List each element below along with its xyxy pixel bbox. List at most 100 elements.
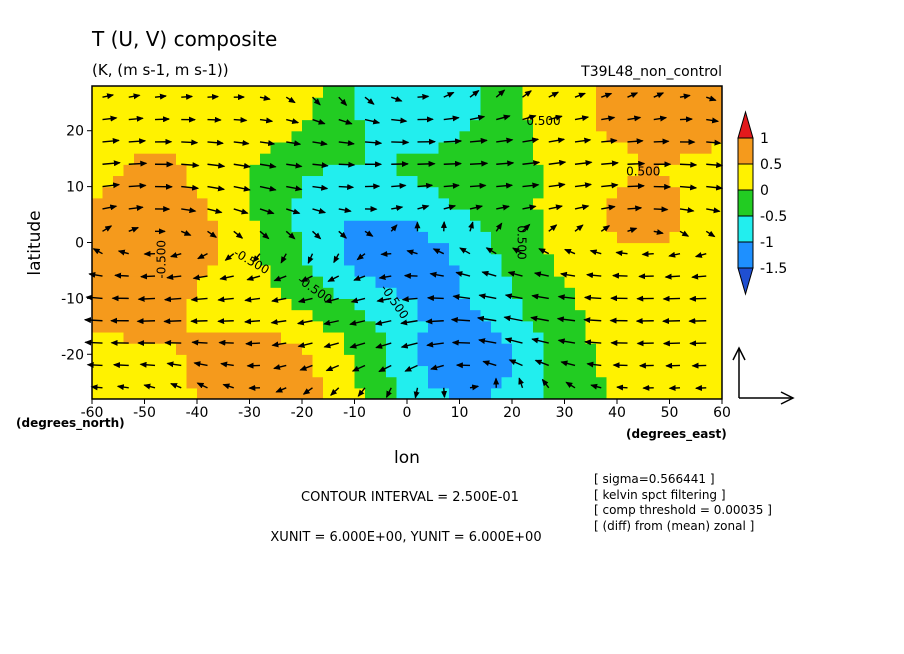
- field-cell: [249, 287, 261, 299]
- field-cell: [302, 331, 314, 344]
- field-cell: [449, 130, 461, 143]
- field-cell: [428, 231, 440, 244]
- wind-arrow: [243, 318, 261, 325]
- field-cell: [470, 298, 482, 311]
- field-cell: [470, 197, 482, 210]
- field-cell: [375, 197, 387, 210]
- field-cell: [312, 119, 324, 132]
- field-cell: [470, 220, 482, 232]
- field-cell: [564, 186, 576, 199]
- field-cell: [533, 287, 545, 299]
- field-cell: [428, 153, 440, 165]
- field-cell: [270, 253, 282, 266]
- field-cell: [407, 119, 419, 132]
- field-cell: [491, 320, 503, 333]
- field-cell: [407, 287, 419, 299]
- wind-arrow: [706, 184, 724, 191]
- field-cell: [680, 86, 692, 98]
- field-cell: [207, 86, 219, 98]
- wind-arrow: [207, 208, 223, 214]
- field-cell: [417, 197, 429, 210]
- field-cell: [344, 86, 356, 98]
- field-cell: [617, 387, 629, 399]
- field-cell: [438, 119, 450, 132]
- field-cell: [291, 264, 303, 277]
- colorbar-segment: [737, 137, 754, 165]
- field-cell: [617, 220, 629, 232]
- field-cell: [344, 164, 356, 177]
- field-cell: [354, 320, 366, 333]
- field-cell: [449, 119, 461, 132]
- field-cell: [480, 264, 492, 277]
- field-cell: [218, 164, 230, 177]
- wind-arrow: [469, 89, 480, 98]
- wind-arrow: [430, 364, 444, 371]
- field-cell: [701, 175, 713, 188]
- field-cell: [669, 253, 681, 266]
- field-cell: [617, 298, 629, 311]
- field-cell: [554, 354, 566, 367]
- field-cell: [428, 197, 440, 210]
- field-cell: [270, 331, 282, 344]
- field-cell: [176, 376, 188, 389]
- colorbar: 10.50-0.5-1-1.5: [737, 110, 787, 296]
- field-cell: [302, 320, 314, 333]
- field-cell: [134, 175, 146, 188]
- field-cell: [585, 164, 597, 177]
- field-cell: [438, 365, 450, 378]
- field-cell: [669, 119, 681, 132]
- field-cell: [554, 108, 566, 121]
- field-cell: [113, 276, 125, 288]
- field-cell: [134, 164, 146, 177]
- field-cell: [176, 119, 188, 132]
- wind-arrow: [102, 182, 121, 189]
- wind-arrow: [496, 137, 514, 144]
- field-cell: [690, 164, 702, 177]
- field-cell: [354, 97, 366, 109]
- field-cell: [711, 164, 722, 177]
- field-cell: [491, 175, 503, 188]
- field-cell: [638, 343, 650, 355]
- wind-arrow: [271, 297, 287, 303]
- field-cell: [659, 343, 671, 355]
- field-cell: [501, 119, 513, 132]
- wind-arrow: [522, 223, 531, 232]
- field-cell: [186, 343, 198, 355]
- field-cell: [659, 387, 671, 399]
- field-cell: [701, 164, 713, 177]
- field-cell: [575, 86, 587, 98]
- field-cell: [428, 86, 440, 98]
- field-cell: [417, 119, 429, 132]
- field-cell: [260, 320, 272, 333]
- field-cell: [134, 220, 146, 232]
- wind-arrow: [391, 139, 410, 146]
- field-cell: [564, 108, 576, 121]
- field-cell: [197, 119, 209, 132]
- field-cell: [375, 298, 387, 311]
- field-cell: [396, 175, 408, 188]
- field-cell: [501, 197, 513, 210]
- field-cell: [260, 387, 272, 399]
- field-cell: [522, 376, 534, 389]
- wind-arrow: [653, 229, 664, 235]
- field-cell: [249, 141, 261, 154]
- field-cell: [165, 343, 177, 355]
- field-cell: [375, 231, 387, 244]
- field-cell: [165, 164, 177, 177]
- field-cell: [417, 331, 429, 344]
- field-cell: [260, 298, 272, 311]
- field-cell: [690, 354, 702, 367]
- field-cell: [564, 298, 576, 311]
- field-cell: [312, 153, 324, 165]
- wind-arrow: [86, 362, 103, 369]
- field-cell: [260, 175, 272, 188]
- field-cell: [596, 153, 608, 165]
- field-cell: [323, 242, 335, 255]
- field-cell: [564, 287, 576, 299]
- wind-arrow: [136, 318, 156, 325]
- field-cell: [711, 220, 722, 232]
- field-cell: [302, 108, 314, 121]
- field-cell: [512, 253, 524, 266]
- field-cell: [365, 276, 377, 288]
- wind-arrow: [452, 294, 471, 300]
